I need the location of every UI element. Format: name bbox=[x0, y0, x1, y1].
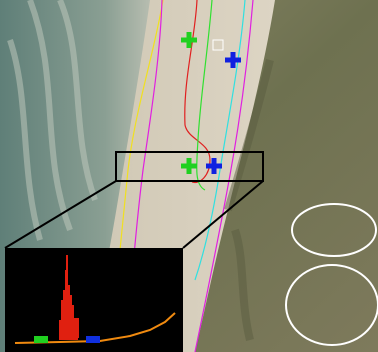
page: {} html, body { margin: 0; padding: 0; w… bbox=[0, 0, 378, 352]
body: (() => { const data = JSON.parse(documen… bbox=[0, 0, 378, 352]
inset-block bbox=[70, 318, 79, 338]
aerial-image bbox=[0, 0, 378, 352]
inset-blue-marker bbox=[86, 336, 100, 343]
inset-profile bbox=[5, 248, 183, 352]
inset-green-marker bbox=[34, 336, 48, 343]
